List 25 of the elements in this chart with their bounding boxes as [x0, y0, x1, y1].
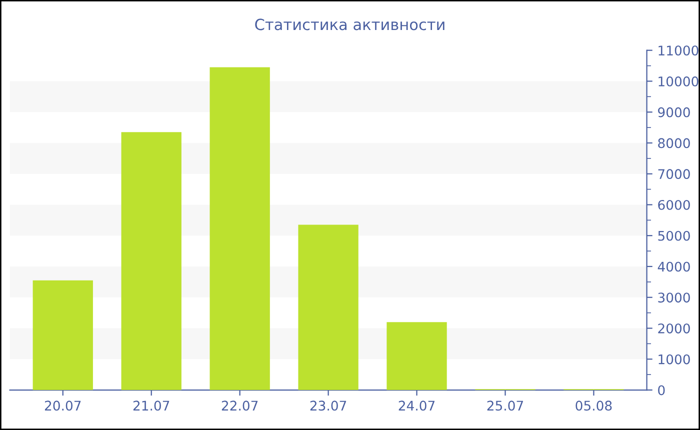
x-tick-label: 05.08 — [576, 400, 612, 411]
bar — [210, 67, 270, 390]
x-tick-label: 20.07 — [44, 400, 81, 411]
y-tick-label: 8000 — [658, 138, 690, 148]
y-tick-label: 10000 — [658, 76, 698, 86]
x-tick-label: 22.07 — [222, 400, 258, 411]
x-tick-label: 24.07 — [398, 400, 435, 411]
y-tick-label: 9000 — [658, 107, 690, 118]
y-tick-label: 1000 — [658, 354, 690, 364]
y-tick-label: 11000 — [658, 46, 698, 56]
x-tick-label: 25.07 — [487, 400, 524, 411]
y-tick-label: 7000 — [658, 169, 690, 180]
x-tick-label: 21.07 — [133, 400, 170, 411]
y-tick-label: 4000 — [658, 262, 690, 272]
bar — [386, 322, 447, 390]
bar — [121, 132, 182, 390]
bar — [32, 280, 93, 390]
chart-title: Статистика активности — [255, 18, 444, 30]
y-tick-label: 6000 — [658, 200, 690, 210]
y-tick-label: 2000 — [658, 323, 690, 334]
y-tick-label: 0 — [658, 385, 665, 396]
y-tick-label: 3000 — [658, 292, 690, 303]
x-tick-label: 23.07 — [310, 400, 346, 411]
bar — [298, 224, 358, 390]
y-tick-label: 5000 — [658, 230, 690, 241]
